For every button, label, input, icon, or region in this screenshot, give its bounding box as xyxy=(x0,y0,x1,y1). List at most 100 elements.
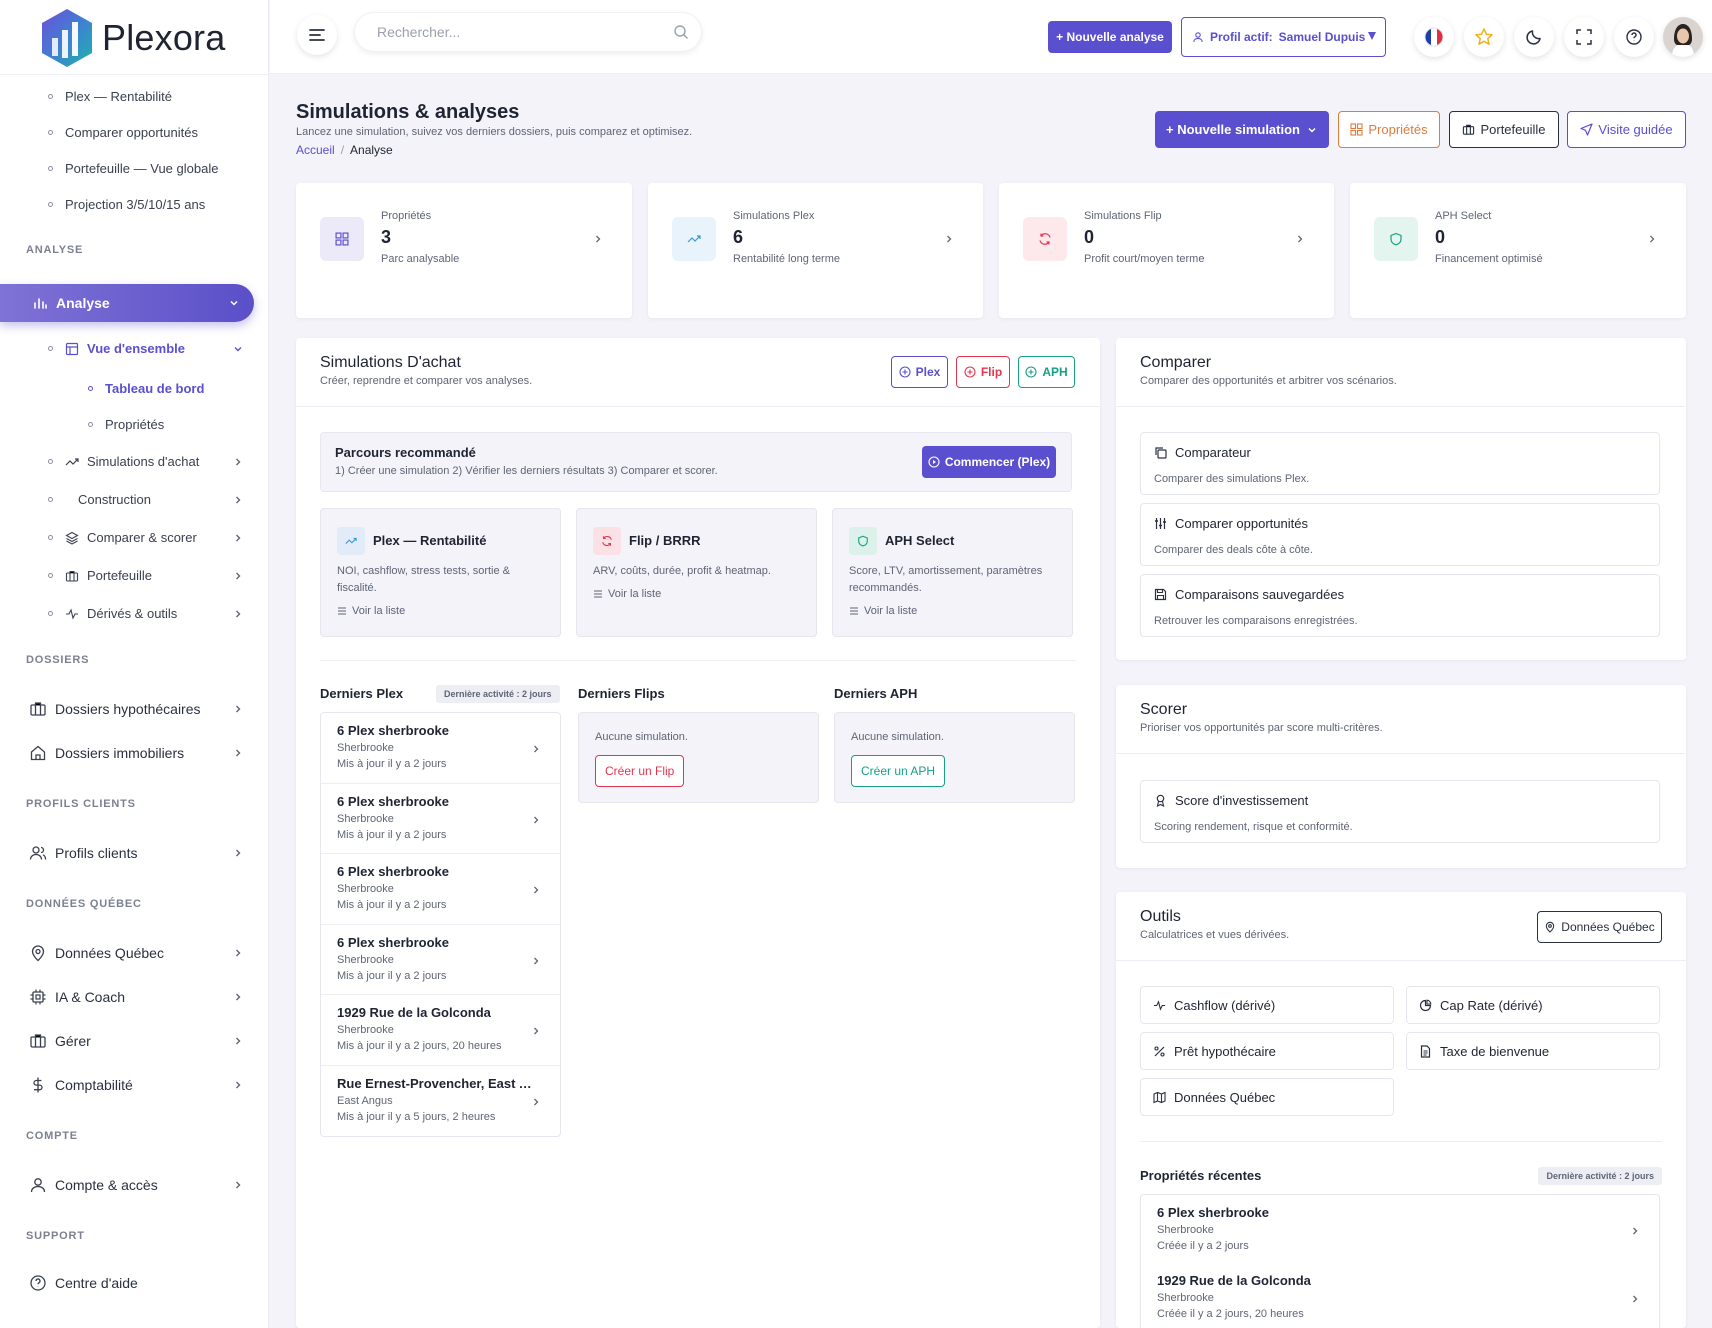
list-item[interactable]: 6 Plex sherbrooke Sherbrooke Mis à jour il… xyxy=(321,854,560,925)
stat-card-simulations-flip[interactable]: Simulations Flip 0 Profit court/moyen te… xyxy=(999,183,1334,318)
divider xyxy=(1140,1141,1662,1142)
breadcrumb-home-link[interactable]: Accueil xyxy=(296,143,335,157)
comparateur-option[interactable]: Comparateur Comparer des simulations Ple… xyxy=(1140,432,1660,495)
sidebar-item-portefeuille-vue-globale[interactable]: Portefeuille — Vue globale xyxy=(48,161,218,176)
stat-value: 3 xyxy=(381,227,392,247)
sidebar-item-profils-clients[interactable]: Profils clients xyxy=(29,844,244,862)
tag-label: Flip xyxy=(980,365,1003,379)
module-icon-box xyxy=(593,527,621,555)
comparaisons-sauvegardees-option[interactable]: Comparaisons sauvegardées Retrouver les … xyxy=(1140,574,1660,637)
sidebar-item-ia-coach[interactable]: IA & Coach xyxy=(29,988,244,1006)
percent-icon xyxy=(1154,1045,1165,1057)
chevron-right-icon xyxy=(236,949,241,957)
chevron-right-icon xyxy=(236,572,241,579)
sidebar-item-tableau-de-bord[interactable]: Tableau de bord xyxy=(88,381,244,396)
module-list-link[interactable]: Voir la liste xyxy=(593,588,661,600)
sidebar-item-label: Simulations d'achat xyxy=(87,454,200,469)
recent-property-row[interactable]: 1929 Rue de la Golconda Sherbrooke Créée… xyxy=(1140,1263,1660,1328)
module-icon-box xyxy=(849,527,877,555)
stat-card-simulations-plex[interactable]: Simulations Plex 6 Rentabilité long term… xyxy=(648,183,983,318)
list-item[interactable]: Rue Ernest-Provencher, East A... East Ang… xyxy=(321,1066,560,1137)
cap-rate-tool[interactable]: Cap Rate (dérivé) xyxy=(1406,986,1660,1024)
module-list-link[interactable]: Voir la liste xyxy=(849,605,917,617)
recent-property-row[interactable]: 6 Plex sherbrooke Sherbrooke Créée il y … xyxy=(1140,1194,1660,1264)
module-card-aph[interactable]: APH Select Score, LTV, amortissement, pa… xyxy=(832,508,1073,637)
menu-toggle-button[interactable] xyxy=(297,15,337,55)
dark-mode-button[interactable] xyxy=(1514,17,1554,57)
module-card-plex[interactable]: Plex — Rentabilité NOI, cashflow, stress… xyxy=(320,508,561,637)
create-aph-button[interactable]: Créer un APH xyxy=(851,755,946,787)
cpu-icon xyxy=(30,989,46,1005)
chevron-right-icon xyxy=(1633,1295,1638,1303)
aph-tag-button[interactable]: APH xyxy=(1018,356,1075,388)
france-flag-icon xyxy=(1424,27,1444,47)
bullet-icon xyxy=(48,202,53,207)
cashflow-tool[interactable]: Cashflow (dérivé) xyxy=(1140,986,1394,1024)
list-item[interactable]: 6 Plex sherbrooke Sherbrooke Mis à jour il… xyxy=(321,925,560,995)
help-button[interactable] xyxy=(1614,17,1654,57)
search-input[interactable]: Rechercher... xyxy=(354,12,702,52)
list-item[interactable]: 6 Plex sherbrooke Sherbrooke Mis à jour il… xyxy=(321,713,560,784)
sidebar-item-label: Profils clients xyxy=(55,845,138,861)
donnees-quebec-button[interactable]: Données Québec xyxy=(1537,911,1662,943)
sidebar-item-comparer-opportunites[interactable]: Comparer opportunités xyxy=(48,125,198,140)
fullscreen-button[interactable] xyxy=(1564,17,1604,57)
stat-icon-box xyxy=(320,217,364,261)
logo[interactable]: Plexora xyxy=(40,6,225,70)
new-simulation-button[interactable]: + Nouvelle simulation xyxy=(1155,111,1329,148)
sidebar-item-centre-aide[interactable]: Centre d'aide xyxy=(29,1274,244,1292)
chevron-right-icon xyxy=(534,745,539,753)
divider xyxy=(320,660,1076,661)
item-city: Sherbrooke xyxy=(337,953,394,966)
module-card-flip[interactable]: Flip / BRRR ARV, coûts, durée, profit & … xyxy=(576,508,817,637)
start-plex-button[interactable]: Commencer (Plex) xyxy=(922,446,1056,478)
save-icon xyxy=(1154,588,1167,601)
sidebar-item-compte-acces[interactable]: Compte & accès xyxy=(29,1176,244,1194)
play-circle-icon xyxy=(928,456,940,468)
map-pin-icon xyxy=(31,945,45,962)
proprietes-button[interactable]: Propriétés xyxy=(1338,111,1440,148)
sidebar-item-dossiers-immobiliers[interactable]: Dossiers immobiliers xyxy=(29,744,244,762)
plex-tag-button[interactable]: Plex xyxy=(891,356,948,388)
chevron-right-icon xyxy=(236,749,241,757)
comparer-opportunites-option[interactable]: Comparer opportunités Comparer des deals… xyxy=(1140,503,1660,566)
avatar[interactable] xyxy=(1663,17,1703,57)
taxe-bienvenue-tool[interactable]: Taxe de bienvenue xyxy=(1406,1032,1660,1070)
sidebar-item-gerer[interactable]: Gérer xyxy=(29,1032,244,1050)
sidebar-item-dossiers-hypothecaires[interactable]: Dossiers hypothécaires xyxy=(29,700,244,718)
sidebar-item-portefeuille[interactable]: Portefeuille xyxy=(48,568,244,583)
fullscreen-icon xyxy=(1576,29,1592,45)
stat-value: 0 xyxy=(1435,227,1446,247)
option-description: Retrouver les comparaisons enregistrées. xyxy=(1154,615,1358,627)
donnees-quebec-tool[interactable]: Données Québec xyxy=(1140,1078,1394,1116)
item-city: East Angus xyxy=(337,1094,393,1107)
tool-label: Prêt hypothécaire xyxy=(1174,1043,1276,1059)
flip-tag-button[interactable]: Flip xyxy=(956,356,1010,388)
pret-hypothecaire-tool[interactable]: Prêt hypothécaire xyxy=(1140,1032,1394,1070)
sidebar-item-comparer-scorer[interactable]: Comparer & scorer xyxy=(48,530,244,545)
chevron-right-icon xyxy=(236,610,241,617)
sidebar-item-derives-outils[interactable]: Dérivés & outils xyxy=(48,606,244,621)
list-item[interactable]: 1929 Rue de la Golconda Sherbrooke Mis à j… xyxy=(321,995,560,1066)
sidebar-item-projection[interactable]: Projection 3/5/10/15 ans xyxy=(48,197,205,212)
new-analysis-button[interactable]: + Nouvelle analyse xyxy=(1048,21,1172,53)
sidebar-item-construction[interactable]: Construction xyxy=(48,492,244,507)
language-button[interactable] xyxy=(1414,17,1454,57)
sidebar-item-analyse[interactable]: Analyse xyxy=(0,284,254,322)
sidebar-item-simulations-achat[interactable]: Simulations d'achat xyxy=(48,454,244,469)
profile-selector[interactable]: Profil actif: Samuel Dupuis xyxy=(1181,17,1386,57)
module-list-link[interactable]: Voir la liste xyxy=(337,605,405,617)
sidebar-item-donnees-quebec[interactable]: Données Québec xyxy=(29,944,244,962)
create-flip-button[interactable]: Créer un Flip xyxy=(595,755,685,787)
list-item[interactable]: 6 Plex sherbrooke Sherbrooke Mis à jour il… xyxy=(321,784,560,854)
stat-card-aph-select[interactable]: APH Select 0 Financement optimisé xyxy=(1350,183,1686,318)
portefeuille-button[interactable]: Portefeuille xyxy=(1449,111,1559,148)
score-investissement-option[interactable]: Score d'investissement Scoring rendement… xyxy=(1140,780,1660,843)
favorites-button[interactable] xyxy=(1464,17,1504,57)
sidebar-item-comptabilite[interactable]: Comptabilité xyxy=(29,1076,244,1094)
visite-guidee-button[interactable]: Visite guidée xyxy=(1567,111,1686,148)
sidebar-item-plex-rentabilite[interactable]: Plex — Rentabilité xyxy=(48,89,172,104)
stat-card-proprietes[interactable]: Propriétés 3 Parc analysable xyxy=(296,183,632,318)
sidebar-item-vue-ensemble[interactable]: Vue d'ensemble xyxy=(48,341,244,356)
sidebar-item-proprietes[interactable]: Propriétés xyxy=(88,417,244,432)
